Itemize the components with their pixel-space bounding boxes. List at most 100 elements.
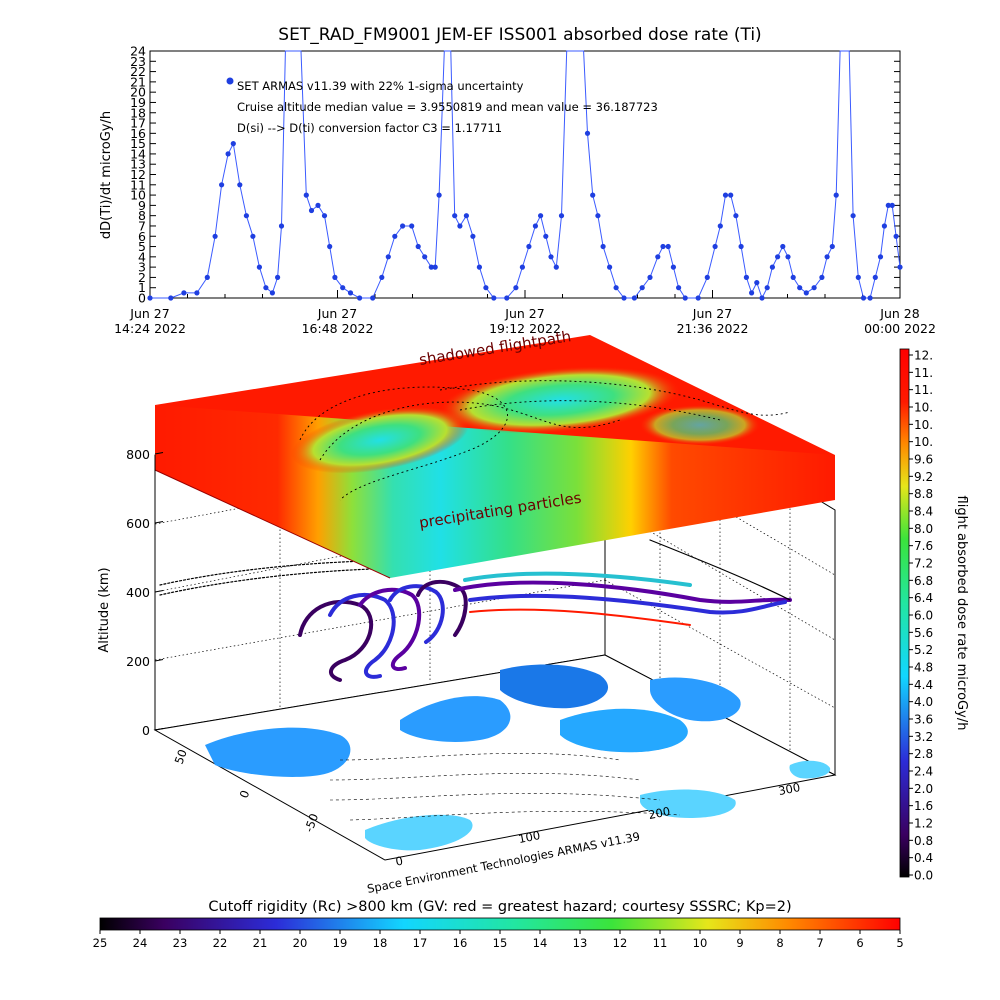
data-point xyxy=(303,192,309,198)
data-point xyxy=(428,264,434,270)
data-point xyxy=(860,295,867,301)
cutoff-tick-label: 23 xyxy=(173,936,188,950)
data-point xyxy=(655,254,661,260)
dose-colorbar-tick-label: 0.8 xyxy=(914,834,933,848)
dose-colorbar-tick-label: 8.8 xyxy=(914,487,933,501)
dose-colorbar-tick-label: 3.2 xyxy=(914,730,933,744)
slab-edge xyxy=(154,469,391,579)
cutoff-tick-label: 18 xyxy=(373,936,388,950)
data-point xyxy=(682,295,688,301)
data-point xyxy=(181,290,187,296)
data-point xyxy=(769,264,776,270)
data-point xyxy=(631,295,638,301)
data-point xyxy=(893,233,899,239)
cutoff-tick-label: 7 xyxy=(816,936,823,950)
cutoff-tick-label: 13 xyxy=(573,936,588,950)
cutoff-tick-label: 11 xyxy=(653,936,668,950)
data-point xyxy=(204,274,210,280)
top-y-tick-label: 22 xyxy=(130,64,146,79)
cutoff-colorbar-label: Cutoff rigidity (Rc) >800 km (GV: red = … xyxy=(208,899,791,915)
data-point xyxy=(819,274,825,280)
dose-colorbar-tick-label: 9.2 xyxy=(914,470,933,484)
data-point xyxy=(660,243,666,250)
cutoff-tick-label: 10 xyxy=(693,936,708,950)
cutoff-tick-label: 6 xyxy=(856,936,863,950)
data-point xyxy=(872,274,878,280)
cutoff-tick-label: 15 xyxy=(493,936,508,950)
data-point xyxy=(600,243,606,250)
cutoff-tick-label: 22 xyxy=(213,936,228,950)
top-y-tick-label: 0 xyxy=(138,291,146,306)
dose-colorbar-tick-label: 1.6 xyxy=(914,799,933,813)
data-point xyxy=(526,243,532,250)
dose-colorbar-tick-label: 8.0 xyxy=(914,522,933,536)
data-point xyxy=(590,192,596,198)
data-point xyxy=(647,274,653,280)
data-point xyxy=(811,285,817,291)
top-x-tick-label-date: Jun 27 xyxy=(692,306,732,321)
data-point xyxy=(889,202,895,208)
altitude-tick-label: 600 xyxy=(126,516,150,531)
top-y-tick-label: 5 xyxy=(138,239,146,254)
dose-colorbar-tick-label: 4.8 xyxy=(914,661,933,675)
top-x-tick-label-time: 19:12 2022 xyxy=(489,321,561,336)
top-y-tick-label: 12 xyxy=(130,167,146,182)
top-y-tick-label: 15 xyxy=(130,136,146,151)
data-point xyxy=(877,254,884,260)
data-point xyxy=(733,213,739,219)
data-point xyxy=(584,130,591,136)
annotation-uncertainty: SET ARMAS v11.39 with 22% 1-sigma uncert… xyxy=(237,79,524,93)
data-point xyxy=(422,254,428,260)
cutoff-tick-label: 5 xyxy=(896,936,903,950)
altitude-tick-mark xyxy=(154,521,164,524)
dose-colorbar-tick-label: 4.0 xyxy=(914,695,933,709)
data-point xyxy=(278,223,285,229)
top-plot-area xyxy=(147,50,903,301)
dose-colorbar-tick-label: 8.4 xyxy=(914,505,933,519)
altitude-tick-label: 0 xyxy=(142,723,150,738)
data-point xyxy=(780,243,786,250)
data-point xyxy=(168,295,174,301)
data-point xyxy=(237,182,243,188)
top-y-tick-label: 4 xyxy=(138,249,146,264)
top-x-tick-label-time: 14:24 2022 xyxy=(114,321,186,336)
top-y-tick-label: 1 xyxy=(138,280,146,295)
dose-colorbar-tick-label: 2.4 xyxy=(914,765,933,779)
annotation-conversion: D(si) --> D(ti) conversion factor C3 = 1… xyxy=(237,121,502,135)
dose-colorbar-tick-label: 1.2 xyxy=(914,817,933,831)
altitude-tick-label: 800 xyxy=(126,447,150,462)
data-point xyxy=(347,290,354,296)
data-point xyxy=(392,233,398,239)
data-point xyxy=(775,254,781,260)
dose-colorbar-tick-label: 2.0 xyxy=(914,782,933,796)
data-point xyxy=(315,202,321,208)
longitude-tick-label: 0 xyxy=(394,854,404,869)
data-point xyxy=(147,295,153,301)
top-y-tick-label: 10 xyxy=(130,188,146,203)
top-y-tick-label: 11 xyxy=(130,177,146,192)
longitude-tick-label: 200 xyxy=(647,804,671,822)
dose-colorbar-tick-label: 11. xyxy=(914,383,933,397)
data-point xyxy=(639,285,645,291)
data-point xyxy=(327,243,333,250)
data-point xyxy=(415,243,421,250)
data-point xyxy=(824,254,830,260)
dose-colorbar-tick-label: 7.6 xyxy=(914,539,933,553)
data-point xyxy=(558,213,565,219)
cutoff-tick-label: 14 xyxy=(533,936,548,950)
top-y-tick-label: 2 xyxy=(138,270,146,285)
dose-colorbar-tick-label: 3.6 xyxy=(914,713,933,727)
data-point xyxy=(219,182,225,188)
longitude-ticks: 0 100 200 300 xyxy=(394,780,801,869)
top-x-tick-label-date: Jun 28 xyxy=(879,306,919,321)
data-point xyxy=(665,243,671,250)
dose-colorbar-tick-label: 5.6 xyxy=(914,626,933,640)
cutoff-tick-label: 24 xyxy=(133,936,148,950)
top-y-tick-label: 16 xyxy=(130,126,146,141)
data-point xyxy=(754,280,760,286)
dose-colorbar-label: flight absorbed dose rate microGy/h xyxy=(954,496,969,731)
data-point xyxy=(212,233,218,239)
data-point xyxy=(379,274,385,280)
dose-colorbar: 12. 11. 11. 10. 10. 10. 9.6 9.2 8.8 8.4 8.0 7.6 7.2 6… xyxy=(899,349,969,883)
